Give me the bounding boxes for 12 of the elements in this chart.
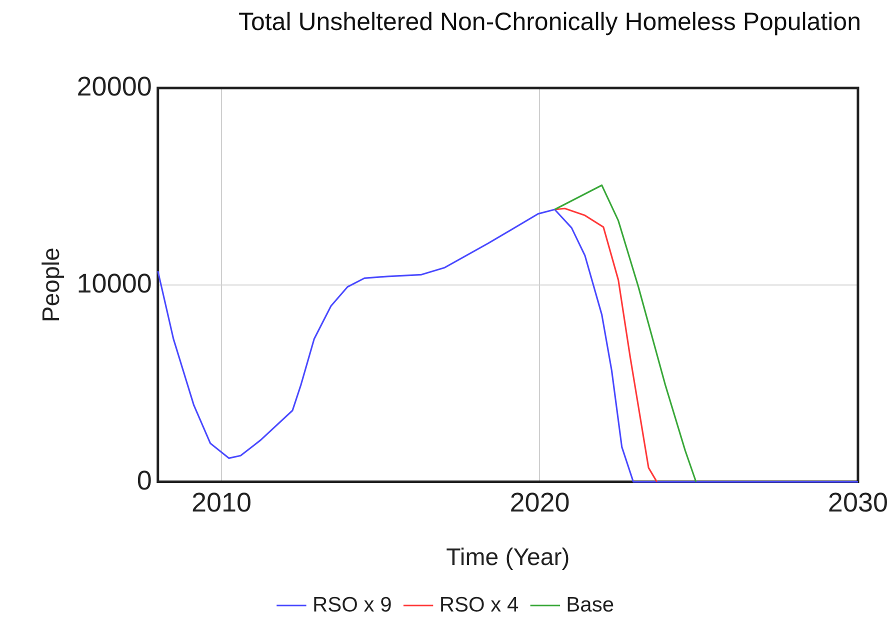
chart-title: Total Unsheltered Non-Chronically Homeless Population [238, 8, 861, 36]
y-tick-label: 0 [136, 465, 152, 496]
y-tick-label: 10000 [76, 268, 152, 298]
x-axis-title: Time (Year) [446, 544, 570, 572]
x-tick-label: 2030 [828, 487, 888, 518]
legend-label: RSO x 9 [312, 593, 392, 616]
legend-label: RSO x 4 [439, 593, 519, 616]
legend-label: Base [566, 593, 614, 616]
y-axis-title: People [38, 248, 66, 322]
x-tick-label: 2020 [510, 487, 570, 518]
y-tick-label: 20000 [76, 71, 152, 102]
x-tick-label: 2010 [191, 487, 252, 518]
